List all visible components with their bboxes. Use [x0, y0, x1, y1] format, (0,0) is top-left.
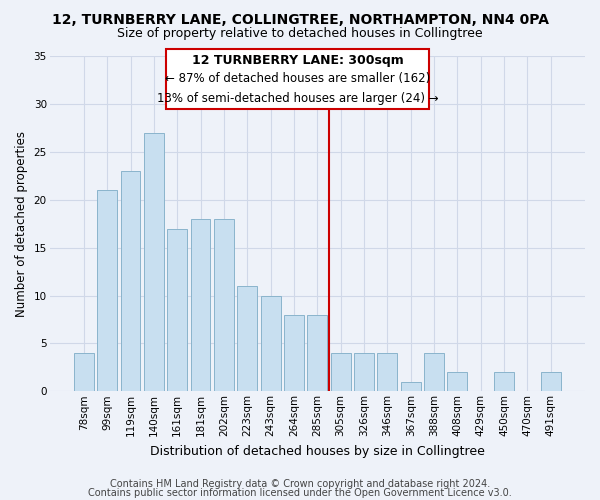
Bar — [377, 353, 397, 392]
Bar — [284, 314, 304, 392]
Text: 12, TURNBERRY LANE, COLLINGTREE, NORTHAMPTON, NN4 0PA: 12, TURNBERRY LANE, COLLINGTREE, NORTHAM… — [52, 12, 548, 26]
Text: Size of property relative to detached houses in Collingtree: Size of property relative to detached ho… — [117, 28, 483, 40]
Text: 12 TURNBERRY LANE: 300sqm: 12 TURNBERRY LANE: 300sqm — [191, 54, 403, 67]
Bar — [401, 382, 421, 392]
Bar — [541, 372, 560, 392]
Bar — [97, 190, 117, 392]
Bar — [260, 296, 281, 392]
Bar — [167, 228, 187, 392]
Y-axis label: Number of detached properties: Number of detached properties — [15, 131, 28, 317]
Bar — [74, 353, 94, 392]
Bar — [494, 372, 514, 392]
Text: Contains public sector information licensed under the Open Government Licence v3: Contains public sector information licen… — [88, 488, 512, 498]
Bar — [214, 219, 234, 392]
Bar — [238, 286, 257, 392]
Bar — [448, 372, 467, 392]
Bar — [331, 353, 350, 392]
Bar — [144, 133, 164, 392]
Bar — [424, 353, 444, 392]
Text: 13% of semi-detached houses are larger (24) →: 13% of semi-detached houses are larger (… — [157, 92, 438, 104]
Bar — [191, 219, 211, 392]
Text: Contains HM Land Registry data © Crown copyright and database right 2024.: Contains HM Land Registry data © Crown c… — [110, 479, 490, 489]
Bar — [307, 314, 327, 392]
Bar — [121, 171, 140, 392]
Text: ← 87% of detached houses are smaller (162): ← 87% of detached houses are smaller (16… — [165, 72, 430, 86]
Bar — [166, 48, 430, 109]
Bar — [354, 353, 374, 392]
X-axis label: Distribution of detached houses by size in Collingtree: Distribution of detached houses by size … — [150, 444, 485, 458]
